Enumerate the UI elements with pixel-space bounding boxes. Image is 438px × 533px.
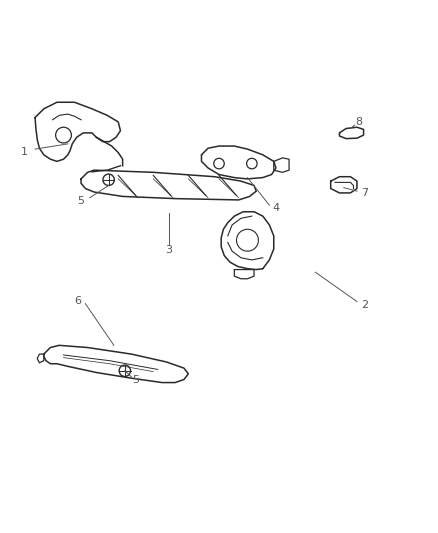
Text: 2: 2 xyxy=(361,300,368,310)
Text: 6: 6 xyxy=(74,296,81,305)
Text: 7: 7 xyxy=(361,188,368,198)
Text: 8: 8 xyxy=(356,117,363,127)
Text: 4: 4 xyxy=(272,203,279,213)
Text: 5: 5 xyxy=(132,375,139,385)
Text: 3: 3 xyxy=(165,245,172,255)
Text: 5: 5 xyxy=(78,196,85,206)
Text: 1: 1 xyxy=(21,147,28,157)
